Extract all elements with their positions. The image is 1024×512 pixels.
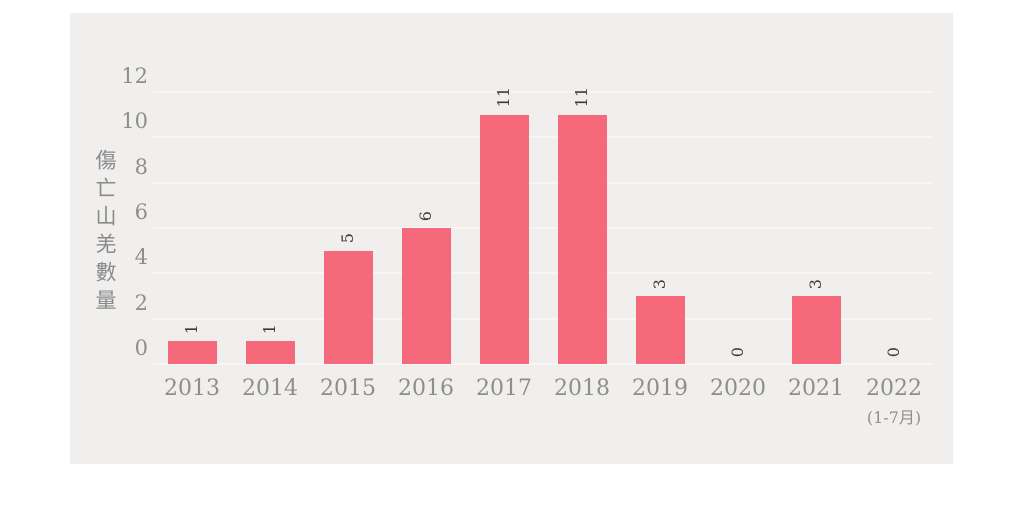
x-axis-tick-label: 2019 bbox=[632, 376, 688, 401]
gridline bbox=[153, 181, 933, 184]
y-axis-tick-label: 8 bbox=[134, 154, 148, 179]
bar-value-label: 11 bbox=[494, 87, 513, 108]
bar-value-label: 3 bbox=[806, 278, 825, 289]
gridline bbox=[153, 91, 933, 93]
x-axis-tick-note: (1-7月) bbox=[866, 408, 922, 427]
bar bbox=[479, 114, 529, 364]
x-axis-tick-label: 2016 bbox=[398, 376, 454, 401]
x-axis-tick-label: 2018 bbox=[554, 376, 610, 401]
bar bbox=[401, 228, 451, 364]
bar-value-label: 11 bbox=[572, 87, 591, 108]
bar bbox=[245, 341, 295, 364]
bar-value-label: 1 bbox=[182, 324, 201, 335]
bar bbox=[557, 114, 607, 364]
x-axis-tick-label: 2013 bbox=[164, 376, 220, 401]
bar-value-label: 1 bbox=[260, 324, 279, 335]
bar-value-label: 5 bbox=[338, 233, 357, 244]
y-axis-tick-label: 0 bbox=[134, 336, 148, 360]
y-axis-tick-label: 4 bbox=[134, 245, 148, 270]
y-axis-title: 傷亡山羌數量 bbox=[93, 149, 117, 317]
x-axis-tick-label: 2017 bbox=[476, 376, 532, 401]
y-axis-tick-label: 2 bbox=[134, 290, 148, 315]
y-axis-tick-label: 10 bbox=[121, 109, 148, 134]
bar-value-label: 6 bbox=[416, 210, 435, 221]
bar bbox=[167, 341, 217, 364]
y-axis-tick-label: 12 bbox=[121, 64, 148, 88]
x-axis-tick-label: 2022 bbox=[866, 376, 922, 401]
x-axis-tick-label: 2014 bbox=[242, 376, 298, 401]
gridline bbox=[153, 136, 933, 139]
bar bbox=[635, 296, 685, 364]
bar bbox=[791, 296, 841, 364]
x-axis-tick-label: 2021 bbox=[788, 376, 844, 401]
x-axis-tick-label: 2015 bbox=[320, 376, 376, 401]
x-axis-tick-label: 2020 bbox=[710, 376, 766, 401]
gridline bbox=[153, 227, 933, 229]
bar-value-label: 0 bbox=[728, 346, 747, 357]
bar-chart: 傷亡山羌數量 0 2 4 6 8 10 12 1 2013 1 2014 5 2015 6 2016 11 20… bbox=[70, 13, 953, 464]
gridline bbox=[153, 272, 933, 275]
bar bbox=[323, 250, 373, 364]
bar-value-label: 3 bbox=[650, 278, 669, 289]
y-axis-tick-label: 6 bbox=[134, 200, 148, 224]
bar-value-label: 0 bbox=[884, 346, 903, 357]
